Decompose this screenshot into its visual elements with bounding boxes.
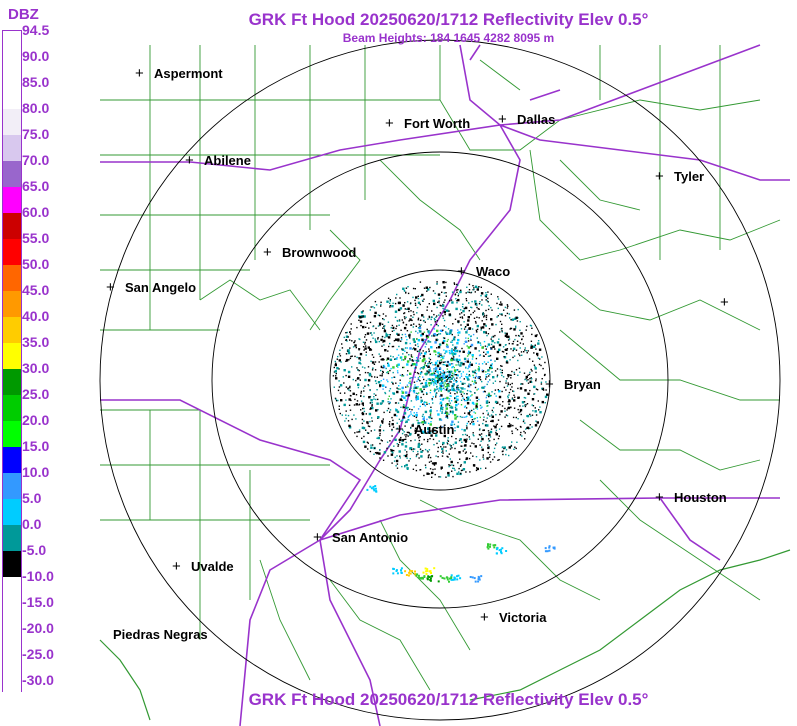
scale-swatch xyxy=(3,551,21,577)
city-label-austin: Austin xyxy=(414,422,455,437)
city-label-fort-worth: Fort Worth xyxy=(404,116,471,131)
scale-label: 0.0 xyxy=(22,516,42,532)
scale-label: 94.5 xyxy=(22,22,50,38)
city-marker-icon: + xyxy=(106,279,115,296)
scale-swatch xyxy=(3,499,21,525)
scale-label: 80.0 xyxy=(22,100,50,116)
city-label-brownwood: Brownwood xyxy=(282,245,357,260)
scale-label: 60.0 xyxy=(22,204,50,220)
scale-swatch xyxy=(3,213,21,239)
range-rings xyxy=(99,39,781,721)
city-marker-icon: + xyxy=(545,376,554,393)
city-marker-icon: + xyxy=(385,115,394,132)
city-marker-icon: + xyxy=(313,529,322,546)
scale-label: -20.0 xyxy=(22,620,54,636)
scale-swatch xyxy=(3,265,21,291)
scale-label: 90.0 xyxy=(22,48,50,64)
scale-label: 85.0 xyxy=(22,74,50,90)
scale-swatch xyxy=(3,395,21,421)
scale-label: 50.0 xyxy=(22,256,50,272)
city-label-bryan: Bryan xyxy=(564,377,601,392)
city-marker-icon: + xyxy=(655,168,664,185)
city-label-waco: Waco xyxy=(476,264,511,279)
scale-label: -15.0 xyxy=(22,594,54,610)
scale-swatch xyxy=(3,317,21,343)
city-marker-icon: + xyxy=(480,609,489,626)
title-bottom: GRK Ft Hood 20250620/1712 Reflectivity E… xyxy=(248,690,649,709)
city-marker-icon: + xyxy=(457,263,466,280)
scale-label: -10.0 xyxy=(22,568,54,584)
scale-swatch xyxy=(3,239,21,265)
scale-swatch xyxy=(3,577,21,603)
city-label-houston: Houston xyxy=(674,490,727,505)
scale-swatch xyxy=(3,473,21,499)
scale-label: 75.0 xyxy=(22,126,50,142)
scale-label: 5.0 xyxy=(22,490,42,506)
city-label-san-antonio: San Antonio xyxy=(332,530,409,545)
city-marker-icon: + xyxy=(395,421,404,438)
color-scale xyxy=(2,30,22,707)
scale-swatch xyxy=(3,603,21,629)
scale-label: 10.0 xyxy=(22,464,50,480)
scale-swatch xyxy=(3,681,21,707)
city-label-piedras-negras: Piedras Negras xyxy=(113,627,208,642)
scale-label: 55.0 xyxy=(22,230,50,246)
city-label-dallas: Dallas xyxy=(517,112,556,127)
city-marker-icon: + xyxy=(498,111,507,128)
scale-label: 30.0 xyxy=(22,360,50,376)
city-label-victoria: Victoria xyxy=(499,610,547,625)
scale-label: 15.0 xyxy=(22,438,50,454)
scale-swatch xyxy=(3,369,21,395)
scale-swatch xyxy=(3,629,21,655)
scale-swatch xyxy=(3,109,21,135)
city-label-san-angelo: San Angelo xyxy=(125,280,197,295)
scale-label: -5.0 xyxy=(22,542,47,558)
city-marker-icon: + xyxy=(720,294,729,311)
scale-label: -30.0 xyxy=(22,672,54,688)
scale-swatch xyxy=(3,161,21,187)
reflectivity-echoes xyxy=(332,281,556,583)
city-marker-icon: + xyxy=(655,489,664,506)
scale-swatch xyxy=(3,655,21,681)
beam-heights: Beam Heights: 184 1645 4282 8095 m xyxy=(342,31,555,45)
scale-label: 70.0 xyxy=(22,152,50,168)
city-marker-icon: + xyxy=(135,65,144,82)
scale-swatch xyxy=(3,525,21,551)
scale-label: -25.0 xyxy=(22,646,54,662)
units-label: DBZ xyxy=(8,6,39,23)
scale-label: 20.0 xyxy=(22,412,50,428)
county-boundaries xyxy=(100,45,781,691)
scale-label: 45.0 xyxy=(22,282,50,298)
city-label-abilene: Abilene xyxy=(204,153,251,168)
scale-swatch xyxy=(3,57,21,83)
scale-label: 35.0 xyxy=(22,334,50,350)
scale-swatch xyxy=(3,343,21,369)
city-label-aspermont: Aspermont xyxy=(154,66,223,81)
city-label-tyler: Tyler xyxy=(674,169,705,184)
scale-swatch xyxy=(3,447,21,473)
city-marker-icon: + xyxy=(263,244,272,261)
scale-swatch xyxy=(3,421,21,447)
title-top: GRK Ft Hood 20250620/1712 Reflectivity E… xyxy=(248,10,649,29)
scale-swatch xyxy=(3,135,21,161)
scale-swatch xyxy=(3,187,21,213)
city-marker-icon: + xyxy=(185,152,194,169)
city-label-uvalde: Uvalde xyxy=(191,559,234,574)
scale-label: 40.0 xyxy=(22,308,50,324)
scale-swatch xyxy=(3,31,21,57)
scale-label: 65.0 xyxy=(22,178,50,194)
scale-swatch xyxy=(3,83,21,109)
scale-label: 25.0 xyxy=(22,386,50,402)
scale-swatch xyxy=(3,291,21,317)
city-marker-icon: + xyxy=(172,558,181,575)
